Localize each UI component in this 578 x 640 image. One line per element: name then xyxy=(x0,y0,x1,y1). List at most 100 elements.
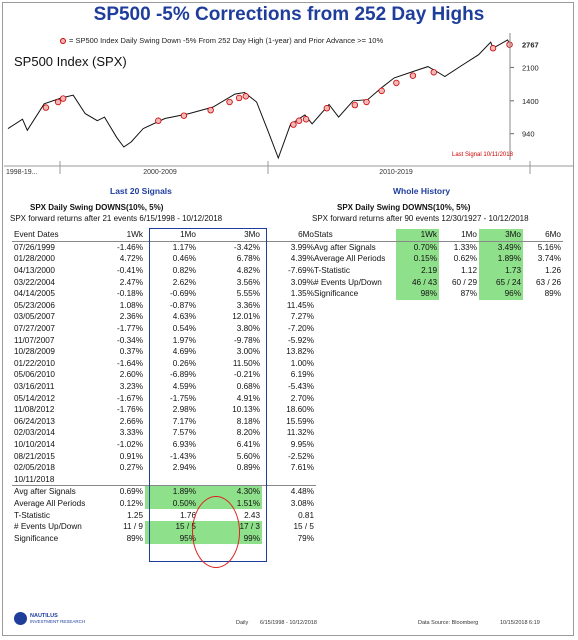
return-1wk-cell: -1.76% xyxy=(117,405,143,415)
stat-6mo-cell: 3.74% xyxy=(537,254,561,264)
return-1mo-cell: 4.69% xyxy=(172,347,196,357)
x-tick-label: 1998-19... xyxy=(6,169,38,176)
stat-label-cell: Average All Periods xyxy=(14,498,86,508)
date-cell: 10/11/2018 xyxy=(14,474,55,484)
table-row: 08/21/2015 0.91% -1.43% 5.60% -2.52% xyxy=(12,450,316,462)
signal-marker xyxy=(155,117,162,124)
date-cell: 07/27/2007 xyxy=(14,324,55,334)
return-6mo-cell: 11.32% xyxy=(286,428,314,438)
return-1mo-cell: 0.46% xyxy=(172,254,196,264)
return-3mo-cell: -0.21% xyxy=(234,370,260,380)
table-row: 02/05/2018 0.27% 2.94% 0.89% 7.61% xyxy=(12,462,316,474)
return-6mo-cell: -2.52% xyxy=(288,451,314,461)
stat-6mo-cell: 1.26 xyxy=(545,266,561,276)
right-subtitle: SPX Daily Swing DOWNS(10%, 5%) xyxy=(337,203,471,212)
legend-text: = SP500 Index Daily Swing Down -5% From … xyxy=(69,36,384,45)
return-1wk-cell: -1.02% xyxy=(117,439,143,449)
return-1wk-cell: 2.60% xyxy=(119,370,143,380)
logo-mark xyxy=(14,612,27,625)
return-1mo-cell: 4.63% xyxy=(172,312,196,322)
signal-marker xyxy=(351,101,359,109)
date-cell: 03/05/2007 xyxy=(14,312,55,322)
signal-marker xyxy=(180,112,188,119)
stat-1wk-cell: 46 / 43 xyxy=(396,276,439,288)
return-6mo-cell: -7.20% xyxy=(288,324,314,334)
return-3mo-cell: 3.56% xyxy=(236,277,260,287)
header-date-cell: Event Dates xyxy=(12,229,88,242)
last-signal-note: Last Signal 10/11/2018 xyxy=(452,152,513,158)
price-chart: 1998-19... 2000-2009 2010-2019 940 1400 2100… xyxy=(4,33,574,176)
stat-1wk-cell: 11 / 9 xyxy=(123,522,143,532)
stat-6mo-cell: 79% xyxy=(297,533,314,543)
stat-label-cell: # Events Up/Down xyxy=(314,277,382,287)
return-1mo-cell: 6.93% xyxy=(172,439,196,449)
signal-marker xyxy=(489,45,497,52)
signals-table: Event Dates 1Wk 1Mo 3Mo 6Mo 07/26/1999 -1.46% 1… xyxy=(12,229,316,545)
stats-row: Avg after Signals 0.70% 1.33% 3.49% 5.16% xyxy=(312,241,563,254)
table-row: 05/14/2012 -1.67% -1.75% 4.91% 2.70% xyxy=(12,392,316,404)
table-row: 10/10/2014 -1.02% 6.93% 6.41% 9.95% xyxy=(12,439,316,451)
signal-marker xyxy=(59,95,67,102)
stat-label-cell: Average All Periods xyxy=(314,254,386,264)
return-6mo-cell: 15.59% xyxy=(286,416,314,426)
stat-1wk-cell: 2.19 xyxy=(396,264,439,277)
date-cell: 07/26/1999 xyxy=(14,242,55,252)
stat-label-cell: Significance xyxy=(14,533,59,543)
date-cell: 03/22/2004 xyxy=(14,277,55,287)
stat-1mo-cell: 1.76 xyxy=(180,510,196,520)
signal-marker xyxy=(295,117,303,124)
stats-row: # Events Up/Down 11 / 9 15 / 5 17 / 3 15 / 5 xyxy=(12,520,316,533)
date-cell: 11/08/2012 xyxy=(14,405,55,415)
stat-3mo-cell: 65 / 24 xyxy=(479,276,523,288)
return-3mo-cell: 4.82% xyxy=(236,266,260,276)
date-cell: 10/28/2009 xyxy=(14,347,55,357)
return-1mo-cell: -6.89% xyxy=(170,370,196,380)
return-1wk-cell: 2.47% xyxy=(119,277,143,287)
return-1mo-cell: -1.75% xyxy=(170,393,196,403)
return-3mo-cell: 11.50% xyxy=(232,358,260,368)
whole-history-table: Stats 1Wk 1Mo 3Mo 6Mo Avg after Signals 0.70% 1… xyxy=(312,229,563,300)
logo-subtitle: INVESTMENT RESEARCH xyxy=(30,618,86,624)
stats-row: Average All Periods 0.12% 0.50% 1.51% 3.08% xyxy=(12,497,316,510)
date-cell: 08/21/2015 xyxy=(14,451,55,461)
return-1mo-cell: 7.17% xyxy=(172,416,196,426)
return-3mo-cell: 10.13% xyxy=(232,405,260,415)
logo-name: NAUTILUS xyxy=(30,612,58,619)
stat-1wk-cell: 0.70% xyxy=(396,241,439,254)
table-header-row: Stats 1Wk 1Mo 3Mo 6Mo xyxy=(312,229,563,242)
signal-marker xyxy=(363,98,370,106)
return-6mo-cell: 7.27% xyxy=(290,312,314,322)
return-1wk-cell: 0.37% xyxy=(119,347,143,357)
return-1wk-cell: 0.27% xyxy=(119,463,143,473)
stat-1mo-cell: 0.50% xyxy=(145,497,198,510)
stat-label-cell: Significance xyxy=(314,289,359,299)
signal-marker xyxy=(393,79,400,87)
return-3mo-cell: 0.89% xyxy=(236,463,260,473)
return-1wk-cell: -0.41% xyxy=(117,266,143,276)
return-3mo-cell: -9.78% xyxy=(234,335,260,345)
return-1mo-cell: 2.62% xyxy=(172,277,196,287)
stat-1wk-cell: 1.25 xyxy=(127,510,143,520)
return-1mo-cell: 1.97% xyxy=(172,335,196,345)
return-1mo-cell: -1.43% xyxy=(170,451,196,461)
table-row: 11/07/2007 -0.34% 1.97% -9.78% -5.92% xyxy=(12,334,316,346)
table-row: 10/11/2018 xyxy=(12,473,316,485)
date-cell: 06/24/2013 xyxy=(14,416,55,426)
legend: = SP500 Index Daily Swing Down -5% From … xyxy=(60,36,383,45)
logo: NAUTILUS INVESTMENT RESEARCH xyxy=(14,612,85,625)
y-tick-label: 940 xyxy=(522,130,535,139)
stats-row: T-Statistic 2.19 1.12 1.73 1.26 xyxy=(312,264,563,277)
table-row: 01/22/2010 -1.64% 0.26% 11.50% 1.00% xyxy=(12,358,316,370)
return-1mo-cell: 7.57% xyxy=(172,428,196,438)
x-tick-label: 2000-2009 xyxy=(143,169,177,176)
stat-6mo-cell: 15 / 5 xyxy=(293,522,315,532)
return-6mo-cell: 3.09% xyxy=(290,277,314,287)
header-return-1wk-cell: 1Wk xyxy=(88,229,145,242)
table-row: 04/13/2000 -0.41% 0.82% 4.82% -7.69% xyxy=(12,265,316,277)
return-6mo-cell: 7.61% xyxy=(290,463,314,473)
stat-3mo-cell: 1.73 xyxy=(479,264,523,277)
return-1mo-cell: 4.59% xyxy=(172,382,196,392)
header-return-1mo-cell: 1Mo xyxy=(439,229,479,242)
return-1wk-cell: -0.18% xyxy=(117,289,143,299)
table-row: 01/28/2000 4.72% 0.46% 6.78% 4.39% xyxy=(12,253,316,265)
